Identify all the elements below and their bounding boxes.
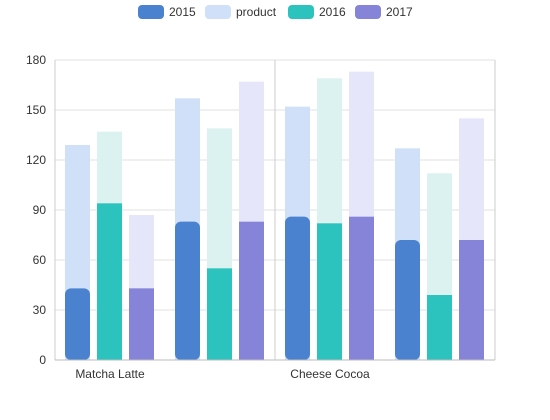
bar-2017 (349, 216, 374, 360)
bar-2016 (317, 223, 342, 360)
bar-2017 (129, 288, 154, 360)
y-tick-label: 0 (39, 353, 46, 367)
legend-label-2015: 2015 (169, 5, 196, 19)
y-tick-label: 90 (33, 203, 47, 217)
bar-2017 (239, 221, 264, 360)
legend-swatch-2017 (355, 5, 381, 19)
y-tick-label: 120 (26, 153, 46, 167)
legend-label-product: product (236, 5, 277, 19)
axes: 0 30 60 90 120 150 180 Matcha Latte Cheese Cocoa (26, 53, 496, 381)
legend-swatch-product (205, 5, 231, 19)
bar-2015 (175, 221, 200, 360)
legend-swatch-2016 (288, 5, 314, 19)
bar-2016 (97, 203, 122, 360)
y-tick-label: 150 (26, 103, 46, 117)
legend-label-2016: 2016 (319, 5, 346, 19)
y-tick-label: 180 (26, 53, 46, 67)
bar-2015 (285, 216, 310, 360)
bar-2016 (207, 268, 232, 360)
bar-2017 (459, 240, 484, 360)
bars (65, 71, 484, 361)
legend: 2015 product 2016 2017 (138, 5, 413, 19)
y-tick-label: 30 (33, 303, 47, 317)
legend-label-2017: 2017 (386, 5, 413, 19)
x-tick-label: Matcha Latte (75, 367, 145, 381)
y-tick-label: 60 (33, 253, 47, 267)
legend-swatch-2015 (138, 5, 164, 19)
bar-2015 (395, 240, 420, 360)
bar-2016 (427, 295, 452, 360)
x-tick-label: Cheese Cocoa (290, 367, 370, 381)
bar-2015 (65, 288, 90, 360)
